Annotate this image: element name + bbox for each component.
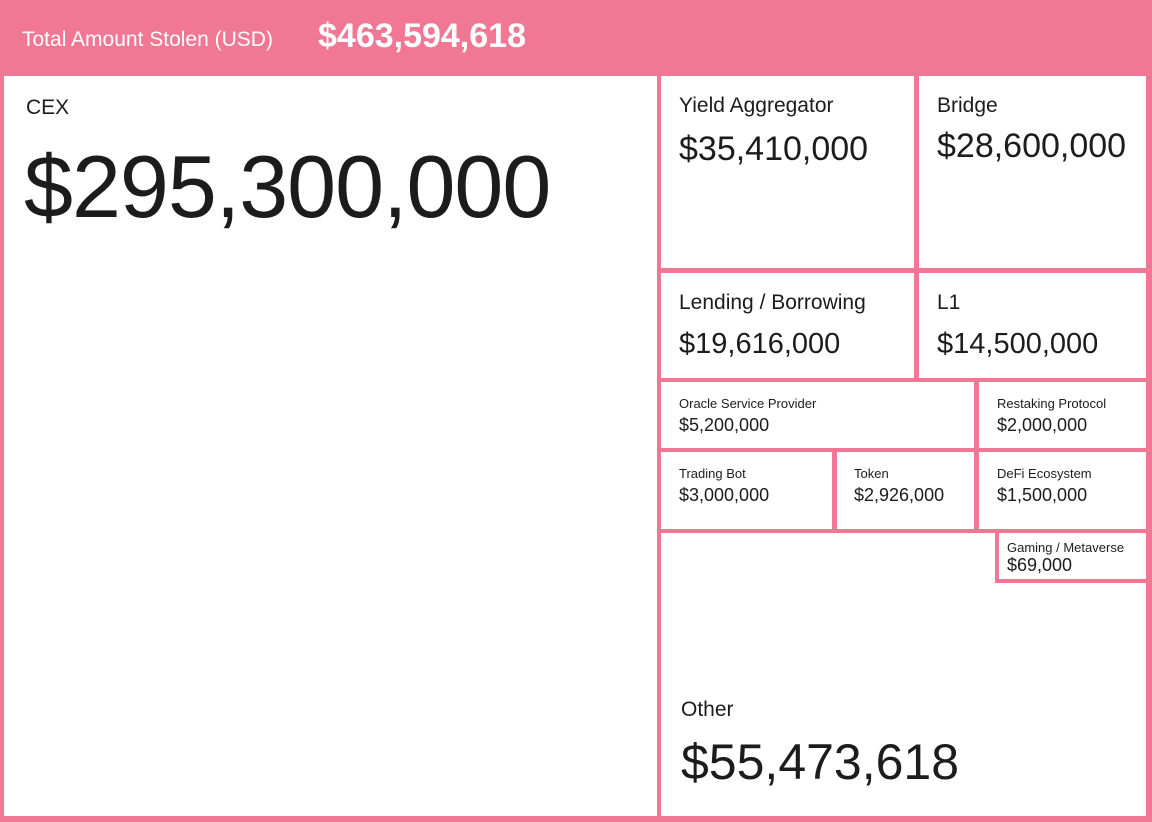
tile-bridge: Bridge $28,600,000 (919, 76, 1146, 268)
tile-l1: L1 $14,500,000 (919, 273, 1146, 378)
tile-restaking-protocol: Restaking Protocol $2,000,000 (979, 382, 1146, 448)
tile-label: Token (854, 466, 889, 481)
tile-label: Other (681, 698, 734, 721)
header-bar: Total Amount Stolen (USD) $463,594,618 (0, 0, 1152, 72)
tile-label: Bridge (937, 94, 998, 117)
tile-value: $3,000,000 (679, 485, 770, 505)
tile-cex: CEX $295,300,000 (4, 76, 657, 816)
total-value: $463,594,618 (318, 17, 526, 55)
tile-label: Trading Bot (679, 466, 746, 481)
tile-label: Restaking Protocol (997, 396, 1107, 411)
tile-value: $19,616,000 (679, 328, 841, 360)
tile-trading-bot: Trading Bot $3,000,000 (661, 452, 832, 529)
tile-oracle-service-provider: Oracle Service Provider $5,200,000 (661, 382, 974, 448)
tile-label: Gaming / Metaverse (1007, 540, 1125, 555)
tile-value: $55,473,618 (681, 734, 960, 790)
tile-value: $69,000 (1007, 555, 1073, 575)
tile-label: DeFi Ecosystem (997, 466, 1092, 481)
tile-label: CEX (26, 96, 70, 119)
total-label: Total Amount Stolen (USD) (22, 28, 273, 51)
tile-label: Yield Aggregator (679, 94, 834, 117)
tile-value: $295,300,000 (24, 137, 551, 236)
tile-lending-borrowing: Lending / Borrowing $19,616,000 (661, 273, 914, 378)
tile-defi-ecosystem: DeFi Ecosystem $1,500,000 (979, 452, 1146, 529)
tile-value: $28,600,000 (937, 127, 1127, 165)
tile-value: $1,500,000 (997, 485, 1088, 505)
tile-label: Oracle Service Provider (679, 396, 817, 411)
tile-value: $2,000,000 (997, 415, 1088, 435)
tile-token: Token $2,926,000 (837, 452, 974, 529)
tile-yield-aggregator: Yield Aggregator $35,410,000 (661, 76, 914, 268)
tile-value: $14,500,000 (937, 328, 1099, 360)
tile-value: $5,200,000 (679, 415, 770, 435)
tile-gaming-metaverse: Gaming / Metaverse $69,000 (995, 533, 1150, 583)
tile-label: Lending / Borrowing (679, 291, 866, 314)
tile-value: $35,410,000 (679, 130, 869, 168)
tile-label: L1 (937, 291, 961, 314)
tile-value: $2,926,000 (854, 485, 945, 505)
